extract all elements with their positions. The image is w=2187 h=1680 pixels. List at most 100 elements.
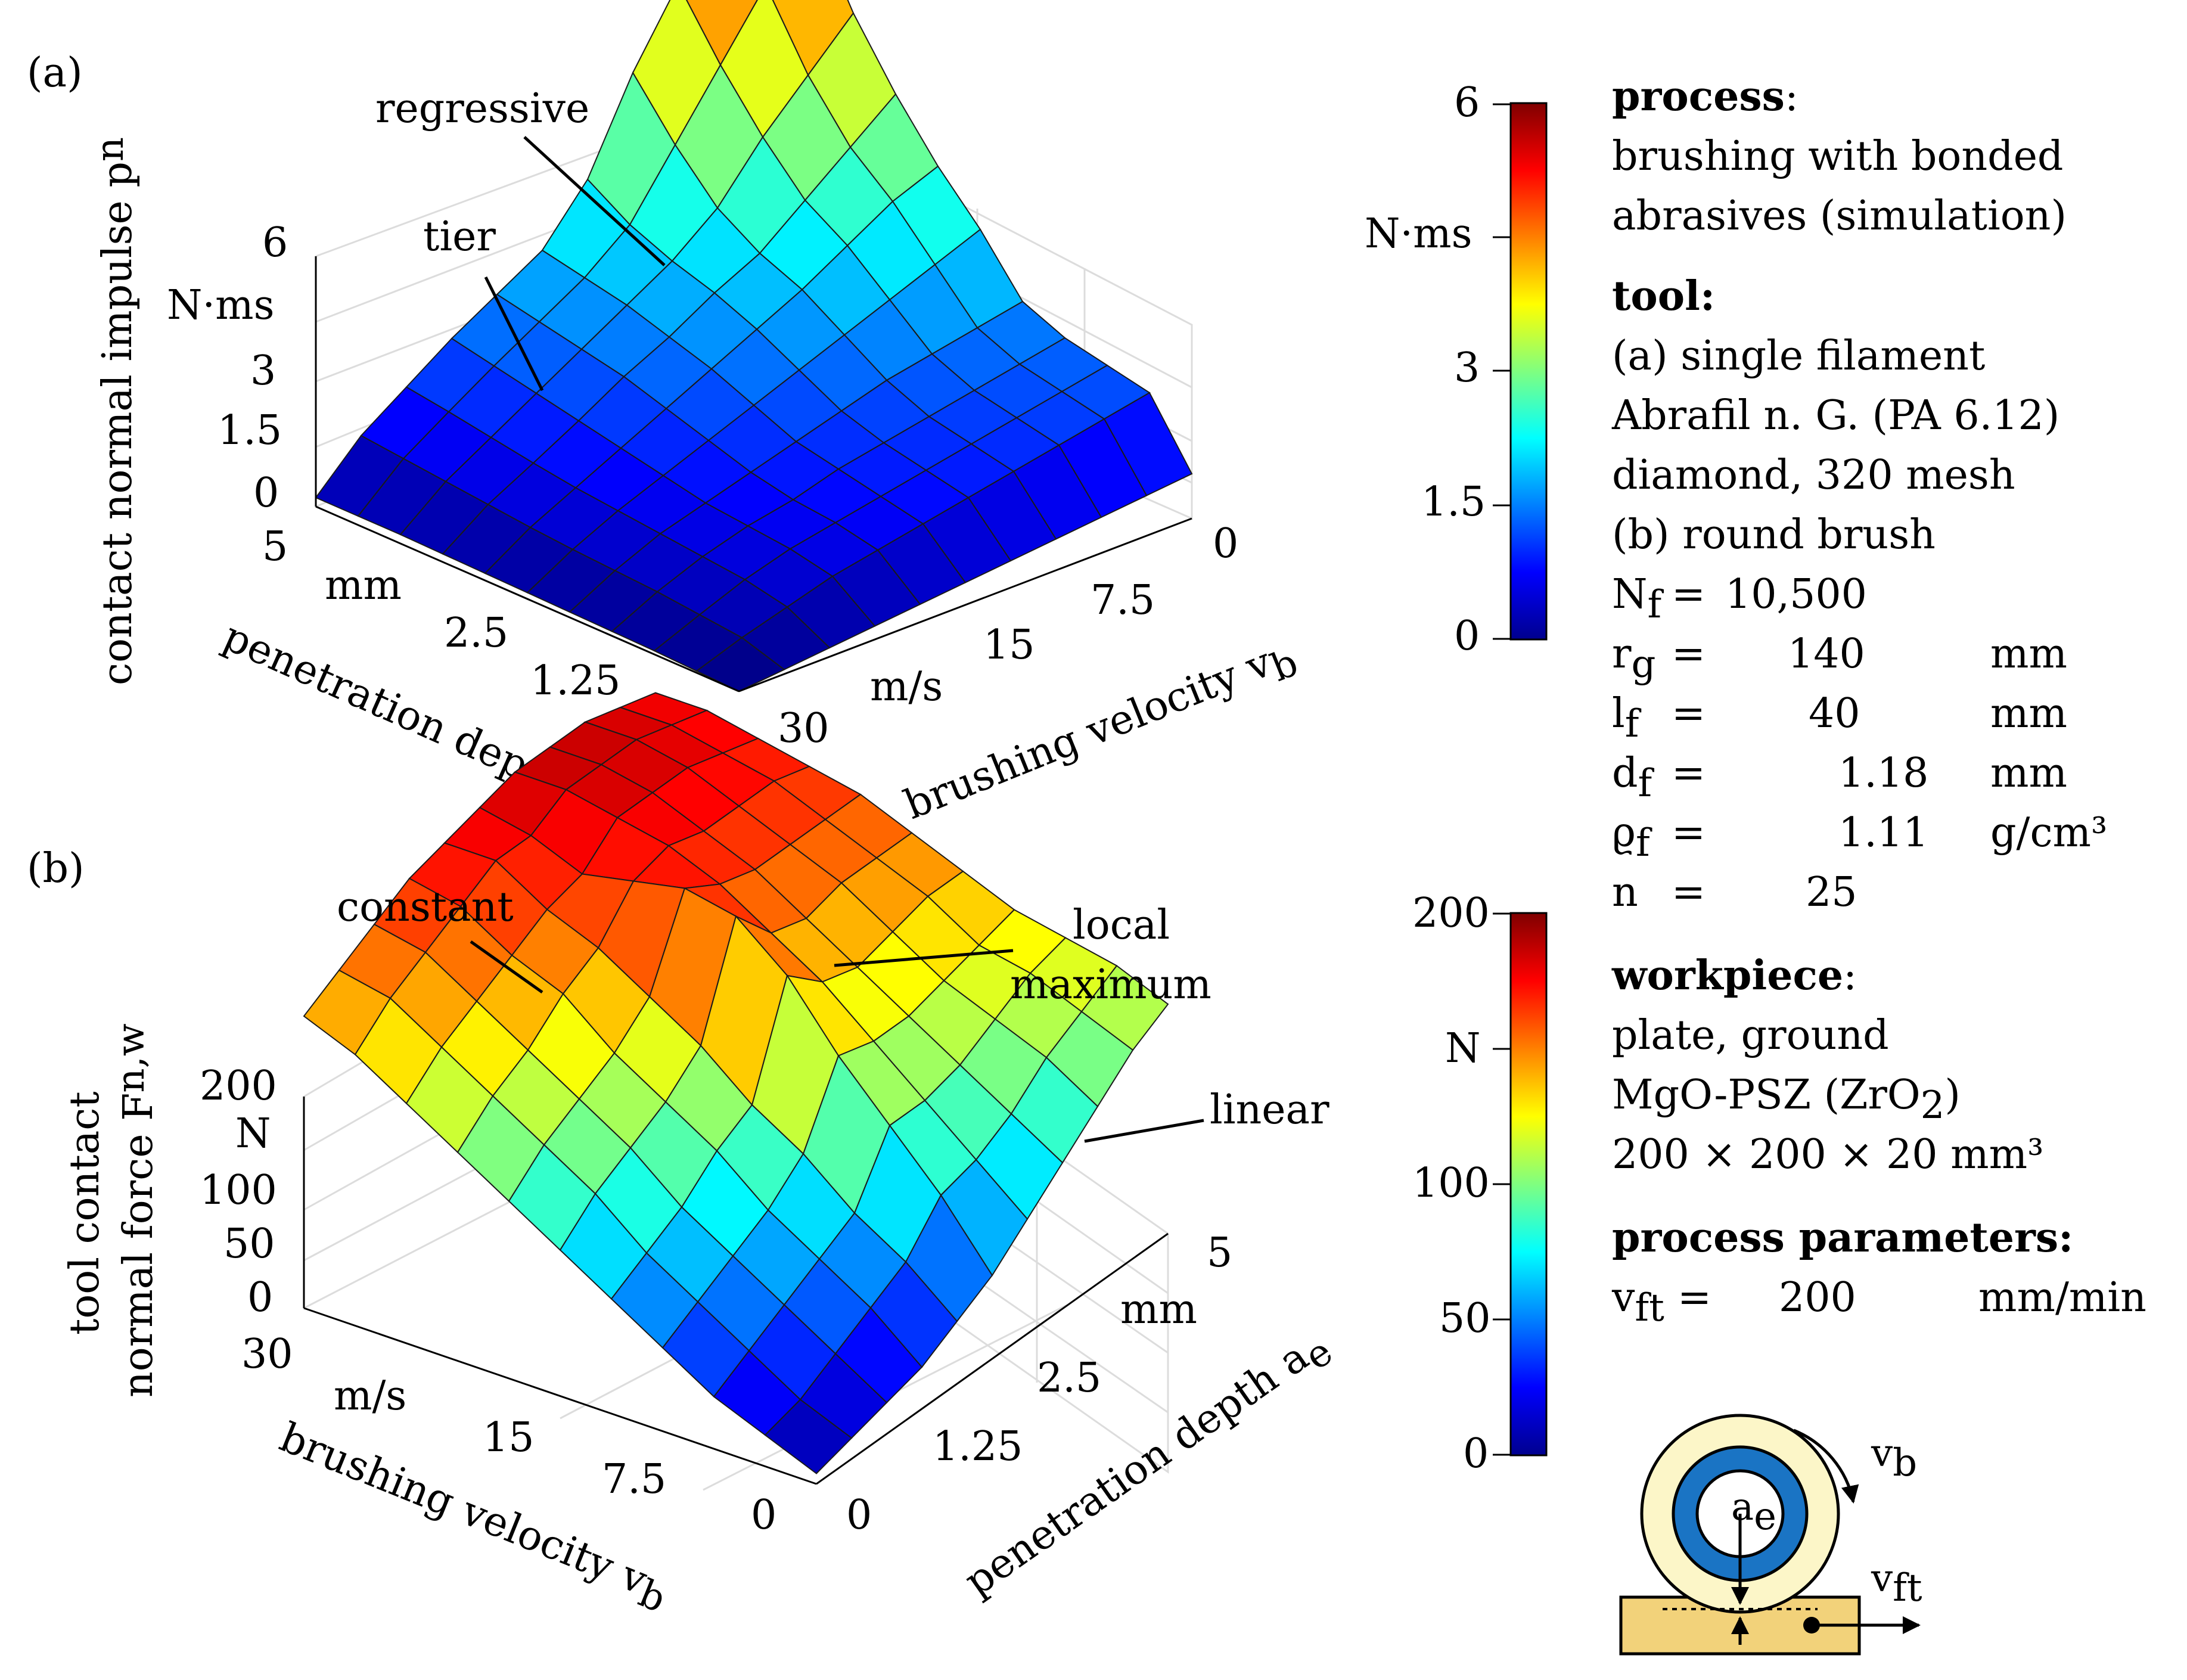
annotation-linear: linear	[1210, 1086, 1329, 1134]
svg-text:g/cm³: g/cm³	[1990, 809, 2107, 856]
panel-b-ae-tick: 0	[846, 1492, 872, 1539]
annotation-tier-leader	[484, 276, 544, 392]
panel-a-ae-tick: 2.5	[444, 610, 508, 657]
svg-text:=: =	[1672, 690, 1706, 737]
svg-text:mm: mm	[1990, 631, 2067, 678]
info-column: process: brushing with bonded abrasives …	[1611, 73, 2146, 1330]
info-tool-line: Abrafil n. G. (PA 6.12)	[1611, 392, 2059, 439]
info-param-row: rg = 140 mm	[1612, 631, 2067, 687]
annotation-maximum: maximum	[1010, 961, 1211, 1008]
annotation-local-maximum-leader	[834, 949, 1014, 967]
svg-text:Nf: Nf	[1612, 571, 1664, 627]
info-vft-row: vft = 200 mm/min	[1611, 1274, 2146, 1330]
panel-a-ae-tick: 5	[262, 523, 288, 570]
panel-b-ae-tick: 1.25	[933, 1423, 1023, 1470]
panel-a-vb-tick: 7.5	[1091, 577, 1155, 624]
colorbar-b-tick: 200	[1412, 890, 1490, 937]
info-param-row: df = 1.18 mm	[1612, 750, 2067, 806]
colorbar-b-tick: 50	[1439, 1295, 1491, 1342]
info-workpiece-line: 200 × 200 × 20 mm³	[1612, 1131, 2043, 1178]
panel-b-vb-tick: 30	[241, 1331, 293, 1378]
panel-a-ztick: 6	[262, 219, 288, 266]
svg-text:=: =	[1677, 1274, 1711, 1321]
info-workpiece-line: MgO-PSZ (ZrO2)	[1612, 1072, 1961, 1128]
colorbar-b-unit: N	[1445, 1025, 1481, 1072]
panel-a-ztick: 0	[253, 470, 279, 517]
surface-patch	[764, 1399, 853, 1474]
colorbar-a-tick: 6	[1454, 79, 1480, 126]
panel-a-ae-tick: 1.25	[530, 657, 620, 704]
panel-a-ztick: 3	[250, 347, 276, 395]
panel-a-zlabel: contact normal impulse pn	[88, 137, 141, 685]
panel-b-zunit: N	[235, 1110, 271, 1157]
schematic-vb-label: vb	[1871, 1431, 1917, 1485]
panel-b-zlabel-line2: normal force Fn,w	[109, 1023, 162, 1398]
info-process-line: abrasives (simulation)	[1612, 192, 2067, 240]
panel-a-vb-tick: 0	[1213, 520, 1238, 567]
panel-a-vb-unit: m/s	[870, 663, 943, 710]
info-param-row: n = 25	[1612, 869, 1857, 916]
panel-a-surface	[315, 0, 1193, 693]
info-tool-line: diamond, 320 mesh	[1612, 452, 2015, 499]
svg-text:200: 200	[1779, 1274, 1856, 1321]
colorbar-a-tick: 1.5	[1421, 479, 1486, 526]
panel-b-vb-tick: 7.5	[602, 1456, 666, 1503]
panel-a-vb-tick: 15	[983, 622, 1035, 669]
svg-text:10,500: 10,500	[1725, 571, 1867, 618]
panel-b-ztick: 200	[200, 1063, 277, 1110]
info-workpiece-line: plate, ground	[1612, 1012, 1889, 1059]
svg-text:lf: lf	[1612, 690, 1642, 746]
panel-b-vb-label: brushing velocity vb	[270, 1414, 676, 1622]
annotation-linear-leader	[1084, 1119, 1204, 1143]
svg-text:1.18: 1.18	[1838, 750, 1928, 797]
svg-text:=: =	[1672, 809, 1706, 856]
info-tool-line: (b) round brush	[1612, 511, 1936, 558]
panel-b-ztick: 100	[200, 1167, 277, 1214]
panel-b-vb-tick: 15	[483, 1414, 535, 1461]
svg-text:1.11: 1.11	[1838, 809, 1928, 856]
svg-text:mm: mm	[1990, 750, 2067, 797]
svg-text:mm/min: mm/min	[1978, 1274, 2146, 1321]
colorbar-a-tick: 3	[1454, 344, 1480, 392]
panel-a-vb-label: brushing velocity vb	[898, 629, 1304, 837]
svg-text:rg: rg	[1612, 631, 1655, 687]
svg-text:=: =	[1672, 571, 1706, 618]
info-process-heading: process:	[1612, 73, 1798, 120]
panel-b-vb-unit: m/s	[334, 1372, 406, 1420]
panel-a-vb-tick: 30	[778, 705, 830, 752]
panel-b-ztick: 0	[247, 1274, 273, 1321]
annotation-constant-leader	[470, 940, 543, 994]
panel-a-ztick: 1.5	[218, 407, 282, 454]
panel-b-zlabel-line1: tool contact	[61, 1091, 108, 1335]
annotation-local: local	[1073, 902, 1170, 949]
svg-text:df: df	[1612, 750, 1655, 806]
info-tool-line: (a) single filament	[1612, 333, 1985, 380]
panel-a-zunit: N·ms	[167, 282, 275, 329]
panel-b-vb-tick: 0	[751, 1492, 776, 1539]
colorbar-b-tick: 0	[1463, 1430, 1489, 1477]
panel-b-ae-unit: mm	[1120, 1286, 1197, 1333]
panel-a-ae-unit: mm	[325, 562, 402, 609]
svg-text:40: 40	[1809, 690, 1860, 737]
vb-arrow	[1793, 1429, 1859, 1504]
panel-b-label: (b)	[27, 845, 85, 892]
surface-patch	[695, 636, 785, 693]
panel-a: (a) 6 N·ms 3 1.5 0 contact normal impuls…	[27, 0, 1548, 839]
panel-b-ae-tick: 5	[1207, 1229, 1232, 1277]
panel-b-ztick: 50	[223, 1221, 275, 1268]
schematic-vft-label: vft	[1871, 1557, 1922, 1610]
info-workpiece-heading: workpiece:	[1611, 952, 1857, 999]
colorbar-b-ticks	[1493, 912, 1511, 1456]
svg-text:n: n	[1612, 869, 1638, 916]
colorbar-a-unit: N·ms	[1365, 210, 1473, 257]
annotation-regressive-leader	[523, 136, 666, 266]
svg-text:=: =	[1672, 631, 1706, 678]
svg-text:mm: mm	[1990, 690, 2067, 737]
colorbar-a	[1509, 102, 1548, 641]
annotation-constant: constant	[337, 884, 514, 931]
panel-a-label: (a)	[27, 49, 83, 97]
brush-schematic: ae vb vft	[1619, 1414, 1922, 1656]
svg-text:25: 25	[1806, 869, 1857, 916]
colorbar-a-tick: 0	[1454, 613, 1480, 660]
